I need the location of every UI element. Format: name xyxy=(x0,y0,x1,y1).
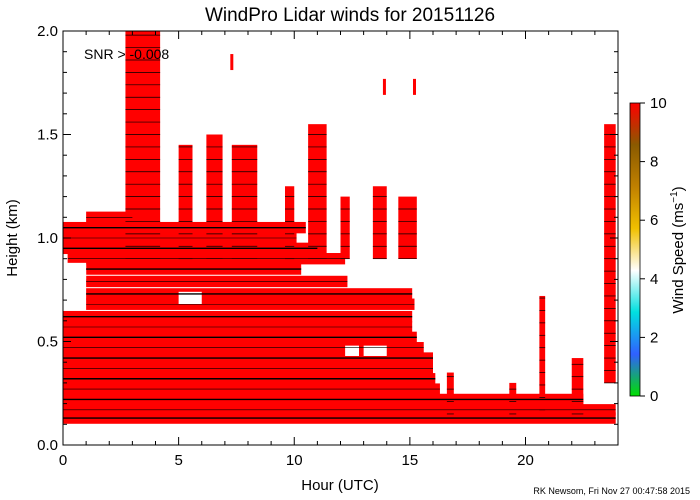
wind-speck xyxy=(230,54,234,71)
colorbar-tick-label: 8 xyxy=(650,154,658,171)
y-axis-ticks: 0.0 0.5 1.0 1.5 2.0 xyxy=(37,23,618,454)
wind-plume xyxy=(231,144,258,259)
chart-title: WindPro Lidar winds for 20151126 xyxy=(205,5,495,26)
wind-speck xyxy=(413,78,416,95)
x-tick-label: 5 xyxy=(174,452,182,469)
colorbar: 0 2 4 6 8 10 Wind Speed (ms−1) xyxy=(629,95,687,405)
wind-plume xyxy=(571,358,584,414)
wind-plume xyxy=(446,372,454,414)
wind-plume xyxy=(285,186,295,259)
colorbar-tick-label: 6 xyxy=(650,212,658,229)
plot-area xyxy=(63,31,616,424)
snr-annotation: SNR > -0.008 xyxy=(84,46,169,62)
wind-plume xyxy=(178,144,193,259)
wind-speck xyxy=(382,78,386,95)
wind-arrow-layer xyxy=(63,34,616,419)
wind-plume xyxy=(604,124,616,383)
data-gap xyxy=(178,291,202,305)
y-tick-label: 1.5 xyxy=(37,127,58,144)
wind-plume xyxy=(509,382,517,414)
colorbar-tick-label: 10 xyxy=(650,95,667,112)
y-axis-label: Height (km) xyxy=(4,199,21,277)
wind-plume xyxy=(340,196,350,259)
data-gap xyxy=(363,345,387,356)
colorbar-tick-label: 4 xyxy=(650,271,658,288)
data-gap xyxy=(345,345,359,356)
colorbar-label: Wind Speed (ms−1) xyxy=(669,186,687,313)
colorbar-tick-label: 2 xyxy=(650,329,658,346)
x-tick-label: 0 xyxy=(59,452,67,469)
y-tick-label: 0.5 xyxy=(37,334,58,351)
y-tick-label: 0.0 xyxy=(37,437,58,454)
wind-plume xyxy=(125,31,161,259)
credit-text: RK Newsom, Fri Nov 27 00:47:58 2015 xyxy=(533,486,690,496)
y-tick-label: 2.0 xyxy=(37,23,58,40)
y-tick-label: 1.0 xyxy=(37,230,58,247)
x-tick-label: 20 xyxy=(517,452,534,469)
colorbar-ticks: 0 2 4 6 8 10 xyxy=(640,95,667,405)
wind-plume xyxy=(539,295,546,410)
colorbar-frame xyxy=(629,102,641,397)
x-axis-ticks: 0 5 10 15 20 xyxy=(59,31,619,469)
x-axis-label: Hour (UTC) xyxy=(301,477,379,494)
colorbar-gradient xyxy=(630,103,640,396)
colorbar-tick-label: 0 xyxy=(650,388,658,405)
wind-plume xyxy=(308,124,327,259)
x-tick-label: 10 xyxy=(286,452,303,469)
data-gap xyxy=(65,262,87,280)
wind-plume xyxy=(372,186,387,259)
x-tick-label: 15 xyxy=(402,452,419,469)
wind-speck xyxy=(230,74,234,91)
wind-plume xyxy=(398,196,417,259)
